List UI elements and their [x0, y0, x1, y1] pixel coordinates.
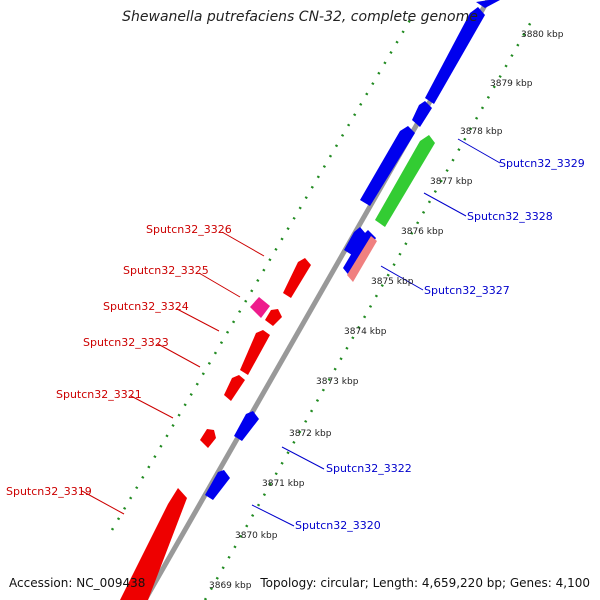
gene-3327[interactable]	[344, 227, 366, 255]
gene-3319[interactable]	[120, 488, 187, 600]
kbp-3875: 3875 kbp	[371, 277, 414, 287]
gene-3323[interactable]	[224, 375, 245, 401]
leader-3327	[380, 265, 424, 291]
genome-title: Shewanella putrefaciens CN-32, complete …	[122, 9, 478, 25]
label-3324[interactable]: Sputcn32_3324	[103, 300, 189, 313]
leader-3329	[457, 138, 501, 164]
label-3328[interactable]: Sputcn32_3328	[467, 210, 553, 223]
gene-3325b[interactable]	[265, 309, 282, 326]
kbp-3877: 3877 kbp	[430, 177, 473, 187]
gene-3324[interactable]	[240, 330, 270, 375]
label-3325[interactable]: Sputcn32_3325	[123, 264, 209, 277]
label-3322[interactable]: Sputcn32_3322	[326, 462, 412, 475]
label-3321[interactable]: Sputcn32_3321	[56, 388, 142, 401]
label-3319[interactable]: Sputcn32_3319	[6, 485, 92, 498]
kbp-3871: 3871 kbp	[262, 479, 305, 489]
gene-3322[interactable]	[234, 411, 259, 441]
accession-text: Accession: NC_009438	[9, 576, 146, 590]
dotted-track-inner-left	[110, 19, 412, 531]
kbp-3879: 3879 kbp	[490, 79, 533, 89]
label-3320[interactable]: Sputcn32_3320	[295, 519, 381, 532]
label-3323[interactable]: Sputcn32_3323	[83, 336, 169, 349]
leader-3319	[81, 490, 125, 515]
gene-3328[interactable]	[375, 135, 435, 227]
gene-3327-pink[interactable]	[347, 236, 377, 282]
leader-3326	[221, 231, 265, 257]
kbp-3872: 3872 kbp	[289, 429, 332, 439]
leader-3322	[281, 446, 325, 470]
gene-3325[interactable]	[250, 297, 270, 318]
gene-3329a[interactable]	[360, 126, 415, 206]
leader-3328	[423, 192, 467, 217]
kbp-3873: 3873 kbp	[316, 377, 359, 387]
leader-3323	[157, 343, 201, 368]
kbp-3878: 3878 kbp	[460, 127, 503, 137]
leader-3320	[251, 504, 295, 527]
label-3329[interactable]: Sputcn32_3329	[499, 157, 585, 170]
leader-3324	[176, 308, 220, 332]
label-3327[interactable]: Sputcn32_3327	[424, 284, 510, 297]
gene-3329b[interactable]	[412, 101, 432, 127]
kbp-3869: 3869 kbp	[209, 581, 252, 591]
gene-3320[interactable]	[205, 470, 230, 500]
gene-top[interactable]	[425, 7, 485, 104]
leader-3321	[130, 395, 174, 419]
gene-3326[interactable]	[283, 258, 311, 298]
label-3326[interactable]: Sputcn32_3326	[146, 223, 232, 236]
leader-3325	[198, 272, 241, 298]
kbp-3870: 3870 kbp	[235, 531, 278, 541]
gene-3321[interactable]	[200, 429, 216, 448]
kbp-3876: 3876 kbp	[401, 227, 444, 237]
kbp-3880: 3880 kbp	[521, 30, 564, 40]
gene-top2[interactable]	[476, 0, 500, 8]
kbp-3874: 3874 kbp	[344, 327, 387, 337]
topology-text: Topology: circular; Length: 4,659,220 bp…	[260, 576, 590, 590]
